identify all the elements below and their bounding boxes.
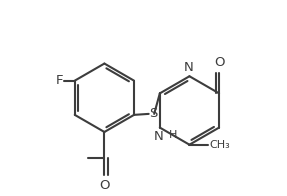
- Text: S: S: [150, 107, 158, 120]
- Text: O: O: [99, 179, 110, 192]
- Text: CH₃: CH₃: [209, 140, 230, 150]
- Text: N: N: [154, 130, 164, 143]
- Text: O: O: [214, 56, 224, 69]
- Text: N: N: [184, 61, 193, 74]
- Text: F: F: [56, 74, 63, 87]
- Text: H: H: [169, 130, 178, 140]
